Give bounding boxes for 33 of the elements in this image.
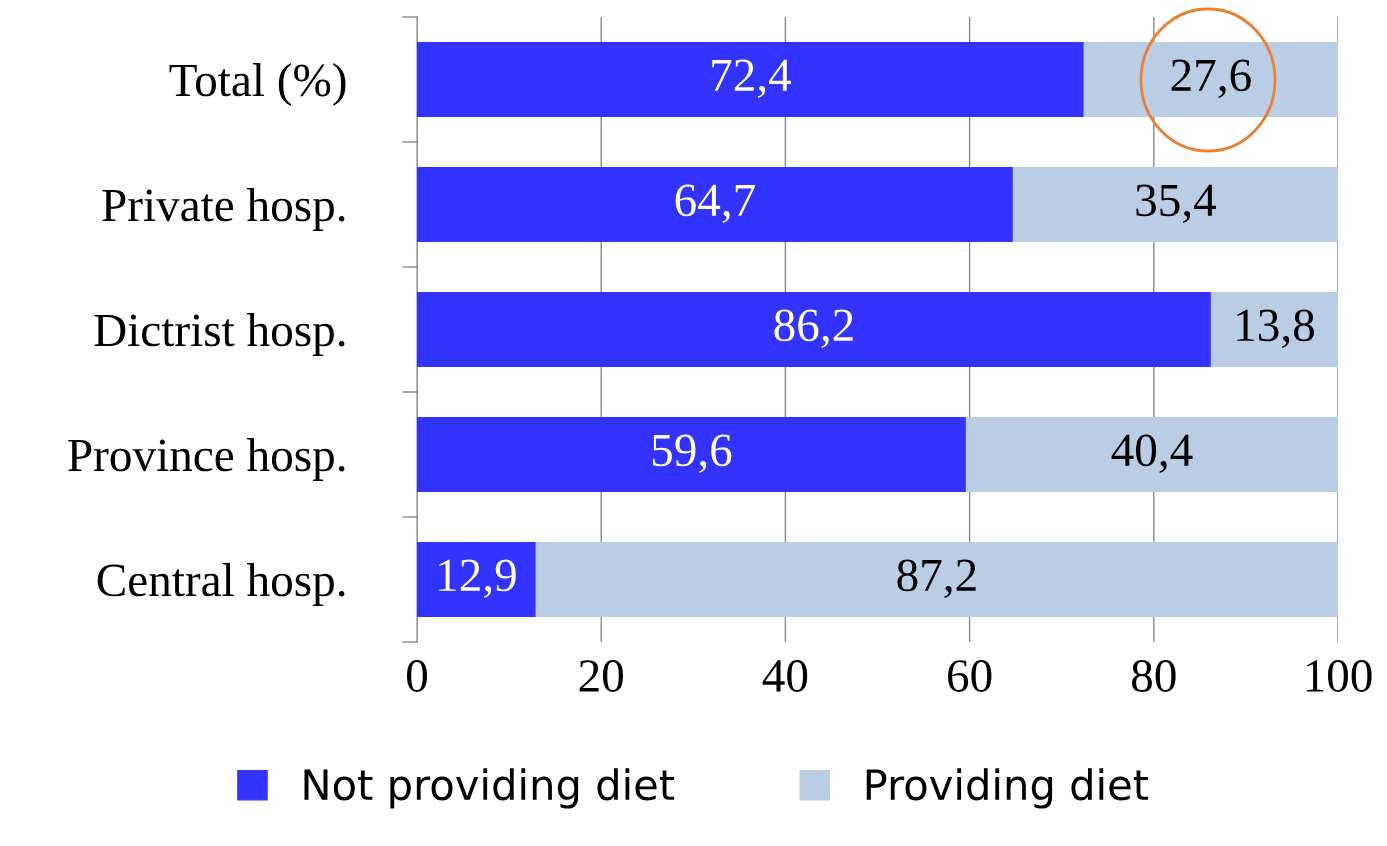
- legend-label: Providing diet: [866, 768, 1149, 809]
- bar: [417, 292, 1211, 367]
- data-label: 27,6: [1171, 59, 1251, 99]
- bar: [1012, 167, 1338, 242]
- y-tick-label: Private hosp.: [102, 188, 345, 231]
- data-label: 86,2: [774, 309, 853, 349]
- y-tick-label: Total (%): [169, 63, 346, 106]
- y-tick-label: Central hosp.: [97, 563, 345, 606]
- bar: [535, 542, 1338, 617]
- bar: [965, 417, 1338, 492]
- x-tick-label: 0: [406, 660, 428, 692]
- bar: [1210, 292, 1338, 367]
- data-label: 59,6: [652, 434, 732, 474]
- bar: [417, 417, 966, 492]
- y-tick-label: Province hosp.: [68, 438, 345, 481]
- bar: [1083, 42, 1338, 117]
- data-label: 12,9: [439, 559, 516, 599]
- bar: [417, 42, 1084, 117]
- data-label: 64,7: [675, 184, 755, 224]
- y-tick-label: Dictrist hosp.: [94, 313, 345, 356]
- data-label: 13,8: [1237, 309, 1314, 349]
- x-tick-label: 80: [1131, 660, 1176, 692]
- x-tick-label: 40: [762, 660, 808, 692]
- x-tick-label: 60: [948, 660, 992, 692]
- data-label: 40,4: [1111, 434, 1193, 474]
- x-tick-label: 100: [1306, 660, 1372, 692]
- data-label: 87,2: [897, 559, 976, 599]
- x-tick-label: 20: [579, 660, 624, 692]
- data-label: 72,4: [712, 59, 791, 99]
- legend-label: Not providing diet: [304, 768, 675, 809]
- data-label: 35,4: [1136, 184, 1217, 224]
- bar: [417, 542, 536, 617]
- bar: [417, 167, 1013, 242]
